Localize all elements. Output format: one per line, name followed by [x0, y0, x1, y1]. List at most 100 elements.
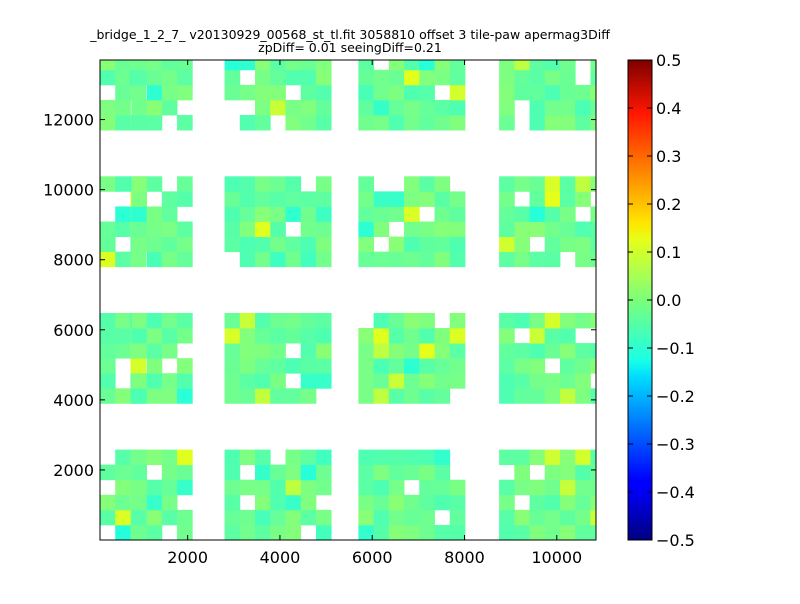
heatmap-cell	[434, 251, 451, 268]
heatmap-cell	[404, 251, 420, 268]
heatmap-cell	[300, 99, 317, 116]
heatmap-cell	[575, 509, 591, 526]
heatmap-cell	[131, 388, 147, 404]
heatmap-cell	[131, 479, 147, 496]
heatmap-cell	[300, 464, 317, 481]
heatmap-cell	[146, 84, 163, 101]
heatmap-cell	[255, 328, 271, 344]
heatmap-cell	[419, 494, 435, 511]
heatmap-cell	[449, 191, 466, 207]
heatmap-cell	[575, 373, 591, 389]
heatmap-cell	[255, 176, 271, 192]
heatmap-cell	[590, 479, 597, 496]
heatmap-cell	[419, 358, 435, 374]
x-tick-label: 10000	[531, 548, 582, 567]
heatmap-cell	[404, 236, 420, 253]
heatmap-cell	[146, 206, 163, 222]
heatmap-cell	[544, 479, 561, 496]
heatmap-cell	[358, 251, 375, 268]
heatmap-cell	[404, 84, 420, 101]
heatmap-cell	[373, 69, 390, 86]
colorbar-tick-label: 0.5	[656, 51, 681, 70]
heatmap-cell	[161, 69, 178, 86]
heatmap-cell	[499, 251, 515, 268]
heatmap-cell	[161, 84, 178, 101]
heatmap-cell	[177, 191, 193, 207]
heatmap-cell	[131, 494, 147, 511]
heatmap-cell	[161, 206, 178, 222]
heatmap-cell	[373, 479, 390, 496]
heatmap-cell	[255, 191, 271, 207]
heatmap-cell	[590, 524, 597, 541]
heatmap-cell	[373, 312, 390, 329]
heatmap-cell	[434, 479, 451, 496]
heatmap-cell	[575, 524, 591, 541]
heatmap-cell	[239, 84, 256, 101]
heatmap-cell	[434, 524, 451, 541]
heatmap-cell	[419, 115, 435, 131]
y-tick-label: 12000	[43, 111, 94, 130]
heatmap-cell	[115, 206, 131, 222]
heatmap-cell	[315, 343, 332, 359]
heatmap-cell	[419, 509, 435, 526]
heatmap-cell	[434, 206, 451, 222]
heatmap-cell	[100, 388, 116, 404]
heatmap-cell	[499, 99, 515, 116]
heatmap-cell	[419, 236, 435, 253]
heatmap-cell	[358, 464, 375, 481]
heatmap-cell	[358, 99, 375, 116]
heatmap-cell	[270, 494, 286, 511]
heatmap-cell	[161, 479, 178, 496]
heatmap-cell	[434, 358, 451, 374]
heatmap-cell	[388, 358, 405, 374]
colorbar-tick-label: −0.5	[656, 531, 695, 550]
heatmap-cell	[388, 509, 405, 526]
heatmap-cell	[449, 84, 466, 101]
heatmap-cell	[224, 388, 241, 404]
heatmap-cell	[224, 191, 241, 207]
heatmap-cell	[404, 99, 420, 116]
heatmap-cell	[285, 236, 302, 253]
heatmap-cell	[590, 221, 597, 237]
heatmap-cell	[529, 494, 546, 511]
heatmap-cell	[590, 312, 597, 329]
x-tick-label: 8000	[444, 548, 485, 567]
heatmap-cell	[177, 60, 193, 71]
colorbar-tick-label: −0.2	[656, 387, 695, 406]
heatmap-cell	[434, 115, 451, 131]
heatmap-cell	[434, 449, 451, 466]
heatmap-cell	[560, 236, 576, 253]
heatmap-cell	[419, 84, 435, 101]
x-tick-label: 2000	[167, 548, 208, 567]
colorbar-tick-label: −0.3	[656, 435, 695, 454]
heatmap-cell	[239, 206, 256, 222]
heatmap-cell	[115, 99, 131, 116]
heatmap-cell	[560, 464, 576, 481]
heatmap-cell	[300, 494, 317, 511]
heatmap-cell	[285, 191, 302, 207]
heatmap-cell	[529, 479, 546, 496]
heatmap-cell	[404, 206, 420, 222]
heatmap-cell	[575, 449, 591, 466]
heatmap-cell	[177, 221, 193, 237]
heatmap-cell	[285, 524, 302, 541]
heatmap-cell	[115, 251, 131, 268]
heatmap-cell	[100, 494, 116, 511]
heatmap-cell	[300, 388, 317, 404]
heatmap-cell	[514, 236, 530, 253]
heatmap-cell	[115, 524, 131, 541]
y-tick-label: 10000	[43, 181, 94, 200]
heatmap-cell	[100, 343, 116, 359]
heatmap-cell	[115, 343, 131, 359]
heatmap-cell	[358, 221, 375, 237]
heatmap-cell	[255, 343, 271, 359]
heatmap-cell	[270, 206, 286, 222]
heatmap-cell	[100, 251, 116, 268]
heatmap-cell	[373, 494, 390, 511]
heatmap-cell	[434, 236, 451, 253]
heatmap-cell	[285, 60, 302, 71]
heatmap-cell	[255, 84, 271, 101]
heatmap-cell	[300, 479, 317, 496]
heatmap-cell	[100, 99, 116, 116]
